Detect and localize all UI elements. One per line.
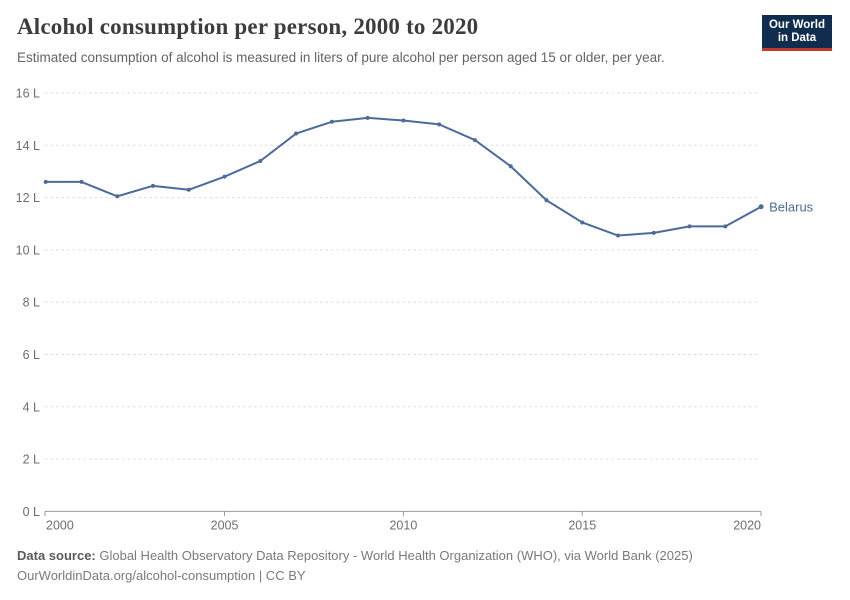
series-point (508, 164, 513, 169)
series-point (43, 179, 48, 184)
y-tick-label: 4 L (23, 400, 40, 414)
owid-logo[interactable]: Our World in Data (761, 15, 832, 51)
series-point (580, 220, 585, 225)
series-point (651, 230, 656, 235)
series-point (472, 138, 477, 143)
series-line-belarus[interactable] (44, 116, 763, 237)
x-tick-label: 2020 (733, 518, 761, 532)
series-point (544, 198, 549, 203)
line-chart: 0 L 2 L 4 L 6 L 8 L 10 L 12 L 14 L 16 L 2000 2005 2… (16, 87, 814, 533)
datasource-label: Data source: (17, 548, 96, 563)
y-tick-label: 12 L (16, 191, 40, 205)
series-point (401, 118, 406, 123)
x-tick-label: 2000 (46, 518, 74, 532)
y-tick-label: 6 L (23, 348, 40, 362)
y-tick-label: 0 L (23, 505, 40, 519)
chart-subtitle: Estimated consumption of alcohol is meas… (17, 50, 665, 65)
x-tick-label: 2015 (568, 518, 596, 532)
series-point (437, 122, 442, 127)
y-tick-label: 14 L (16, 139, 40, 153)
footer-license[interactable]: OurWorldinData.org/alcohol-consumption |… (17, 568, 306, 583)
series-point (186, 187, 191, 192)
series-point (723, 224, 728, 229)
series-point (151, 183, 156, 188)
x-tick-label: 2005 (211, 518, 239, 532)
series-point (222, 174, 227, 179)
series-point (115, 194, 120, 199)
series-end-label[interactable]: Belarus (769, 199, 814, 214)
x-tick-label: 2010 (389, 518, 417, 532)
footer-datasource: Data source: Global Health Observatory D… (17, 548, 693, 563)
datasource-text: Global Health Observatory Data Repositor… (95, 548, 693, 563)
y-tick-label: 8 L (23, 296, 40, 310)
series-point (258, 158, 263, 163)
logo-line1: Our World (768, 19, 825, 31)
series-point (687, 224, 692, 229)
logo-line2: in Data (777, 32, 817, 44)
y-tick-label: 16 L (16, 87, 40, 101)
series-point (365, 115, 370, 120)
series-point (616, 233, 621, 238)
y-tick-label: 10 L (16, 243, 40, 257)
series-point (79, 179, 84, 184)
series-point (294, 131, 299, 136)
series-point (329, 119, 334, 124)
page-title: Alcohol consumption per person, 2000 to … (17, 14, 479, 39)
series-point (758, 204, 764, 210)
y-tick-label: 2 L (23, 453, 40, 467)
